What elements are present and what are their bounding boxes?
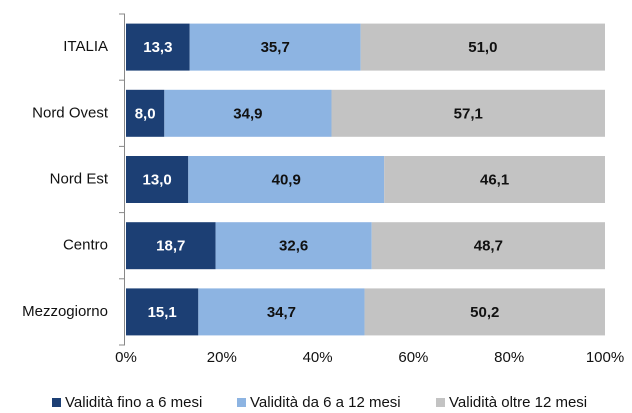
x-tick-label: 60%: [398, 349, 428, 366]
legend-label: Validità fino a 6 mesi: [65, 394, 202, 411]
value-label: 8,0: [135, 105, 156, 122]
value-label: 57,1: [454, 105, 483, 122]
legend-label: Validità da 6 a 12 mesi: [250, 394, 401, 411]
x-tick-label: 20%: [207, 349, 237, 366]
x-tick-label: 40%: [303, 349, 333, 366]
bar-segment: [371, 222, 605, 270]
value-label: 32,6: [279, 238, 308, 255]
y-tick-label: Centro: [63, 237, 108, 254]
x-tick-label: 80%: [494, 349, 524, 366]
bar-segment: [364, 288, 605, 336]
value-label: 35,7: [261, 39, 290, 56]
value-label: 48,7: [474, 238, 503, 255]
y-tick-label: Nord Ovest: [32, 104, 109, 121]
y-tick-label: ITALIA: [63, 38, 108, 55]
legend-swatch: [237, 398, 246, 407]
value-label: 51,0: [468, 39, 497, 56]
value-label: 13,3: [143, 39, 172, 56]
x-tick-label: 0%: [115, 349, 137, 366]
legend-swatch: [52, 398, 61, 407]
bar-segment: [164, 89, 332, 137]
y-tick-label: Mezzogiorno: [22, 303, 108, 320]
bar-segment: [126, 288, 199, 336]
bar-segment: [384, 156, 605, 203]
legend-label: Validità oltre 12 mesi: [449, 394, 587, 411]
value-label: 15,1: [148, 304, 177, 321]
value-label: 50,2: [470, 304, 499, 321]
y-tick-label: Nord Est: [50, 170, 109, 187]
bar-segment: [331, 89, 605, 137]
bar-segment: [215, 222, 372, 270]
value-label: 34,9: [233, 105, 262, 122]
value-label: 46,1: [480, 171, 509, 188]
bar-segment: [188, 156, 385, 203]
bar-segment: [126, 222, 216, 270]
value-label: 34,7: [267, 304, 296, 321]
bar-segment: [126, 23, 190, 71]
legend-swatch: [436, 398, 445, 407]
value-label: 40,9: [272, 171, 301, 188]
bar-segment: [126, 156, 189, 203]
bar-segment: [198, 288, 365, 336]
bar-segment: [189, 23, 361, 71]
x-tick-label: 100%: [586, 349, 624, 366]
value-label: 13,0: [143, 171, 172, 188]
value-label: 18,7: [156, 238, 185, 255]
bar-segment: [360, 23, 605, 71]
bar-segment: [126, 89, 165, 137]
